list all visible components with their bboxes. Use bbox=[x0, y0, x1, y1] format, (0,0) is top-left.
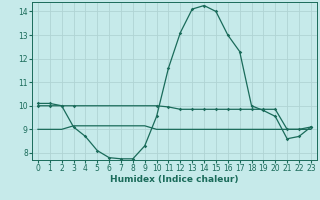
X-axis label: Humidex (Indice chaleur): Humidex (Indice chaleur) bbox=[110, 175, 239, 184]
